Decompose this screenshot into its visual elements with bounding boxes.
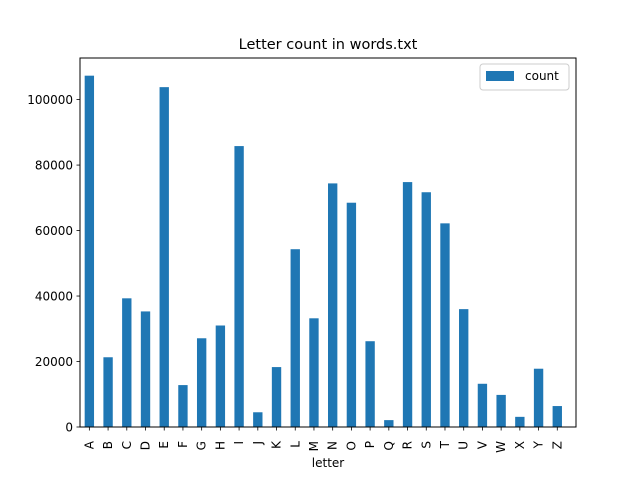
bar-o xyxy=(346,202,357,427)
chart-title: Letter count in words.txt xyxy=(239,37,418,53)
bar-s xyxy=(421,192,431,427)
x-tick-label-t: T xyxy=(438,440,452,449)
bar-m xyxy=(309,318,319,427)
bar-c xyxy=(122,298,132,427)
y-tick-label-20000: 20000 xyxy=(35,355,73,369)
x-tick-label-x: X xyxy=(513,441,527,449)
bar-y xyxy=(533,368,544,427)
y-tick-label-40000: 40000 xyxy=(35,289,73,303)
bar-a xyxy=(84,75,95,428)
bar-x xyxy=(515,416,525,427)
bar-j xyxy=(253,412,263,427)
x-tick-label-k: K xyxy=(270,440,284,449)
x-tick-label-f: F xyxy=(176,441,190,448)
bar-l xyxy=(290,249,300,427)
bar-b xyxy=(103,357,113,427)
x-axis-label: letter xyxy=(312,456,345,470)
x-tick-label-w: W xyxy=(494,441,508,453)
x-tick-label-b: B xyxy=(101,441,115,449)
bar-g xyxy=(196,338,207,427)
bar-d xyxy=(140,311,151,427)
bars-layer xyxy=(84,75,562,428)
x-tick-label-h: H xyxy=(213,441,227,450)
x-tick-label-c: C xyxy=(120,441,134,449)
y-tick-label-60000: 60000 xyxy=(35,224,73,238)
bar-i xyxy=(234,146,244,427)
legend: count xyxy=(479,63,570,91)
bar-h xyxy=(215,325,226,427)
y-tick-label-0: 0 xyxy=(65,420,73,434)
x-tick-label-e: E xyxy=(157,441,171,449)
legend-swatch xyxy=(486,71,514,81)
x-tick-label-i: I xyxy=(232,441,246,445)
y-tick-label-100000: 100000 xyxy=(27,93,73,107)
legend-frame xyxy=(479,63,570,91)
x-tick-label-s: S xyxy=(419,441,433,449)
bar-e xyxy=(159,87,169,427)
x-tick-label-p: P xyxy=(363,441,377,448)
x-tick-label-a: A xyxy=(82,440,96,449)
bar-k xyxy=(271,367,282,427)
plot-frame xyxy=(79,57,577,428)
x-tick-label-l: L xyxy=(288,441,302,448)
x-tick-label-g: G xyxy=(195,441,209,450)
legend-label-count: count xyxy=(525,69,559,83)
x-tick-label-d: D xyxy=(139,441,153,450)
bar-q xyxy=(384,420,394,427)
x-tick-label-r: R xyxy=(401,441,415,449)
x-tick-label-m: M xyxy=(307,441,321,451)
x-tick-label-z: Z xyxy=(550,441,564,449)
x-tick-label-v: V xyxy=(475,440,489,449)
bar-v xyxy=(477,383,488,427)
bar-r xyxy=(402,182,413,427)
x-tick-label-u: U xyxy=(457,441,471,450)
bar-t xyxy=(440,223,450,427)
x-tick-label-o: O xyxy=(344,441,358,450)
x-tick-label-y: Y xyxy=(532,440,546,449)
bar-u xyxy=(459,309,469,427)
bar-f xyxy=(178,385,188,427)
bar-w xyxy=(496,394,506,427)
bar-p xyxy=(365,341,375,427)
x-tick-label-n: N xyxy=(326,441,340,450)
y-tick-label-80000: 80000 xyxy=(35,158,73,172)
bar-z xyxy=(552,406,562,427)
y-axis: 0 20000 40000 60000 80000 100000 xyxy=(27,93,80,434)
x-tick-label-j: J xyxy=(251,441,265,446)
bar-n xyxy=(328,183,338,427)
x-tick-label-q: Q xyxy=(382,441,396,450)
